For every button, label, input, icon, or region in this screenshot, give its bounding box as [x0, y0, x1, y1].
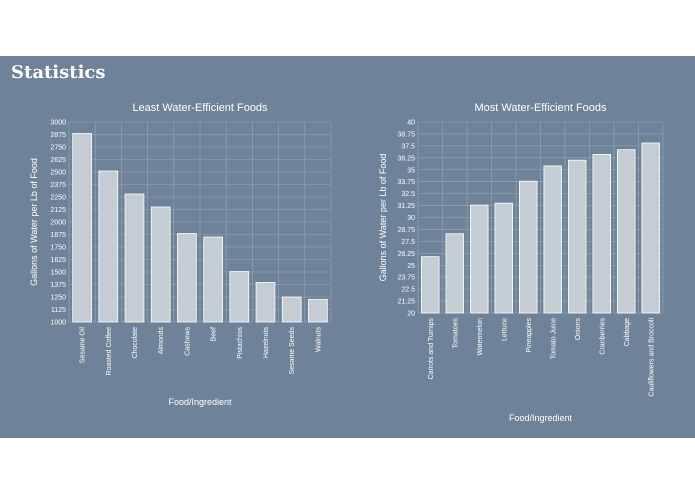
most-chart-xtick-label: Cranberries	[599, 318, 606, 355]
least-chart-xtick-label: Chocolate	[132, 327, 139, 359]
most-chart-bar	[641, 142, 660, 314]
least-chart-ytick-label: 1500	[50, 270, 66, 277]
most-chart-xtick-label: Lettuce	[501, 318, 508, 341]
least-chart-ylabel: Gallons of Water per Lb of Food	[29, 158, 39, 286]
least-chart-ytick-label: 1750	[50, 245, 66, 252]
most-chart-ytick-label: 38.75	[397, 131, 415, 138]
most-chart-bar	[543, 165, 562, 314]
most-chart-ytick-label: 33.75	[397, 179, 415, 186]
most-chart-xlabel: Food/Ingredient	[509, 413, 573, 423]
most-chart-title: Most Water-Efficient Foods	[474, 102, 607, 114]
least-chart-xlabel: Food/Ingredient	[168, 397, 232, 407]
page-title: Statistics	[11, 62, 106, 83]
least-chart-ytick-label: 3000	[50, 120, 66, 127]
least-chart-xtick-label: Sesame Oil	[80, 327, 87, 364]
least-chart-xtick-label: Almonds	[158, 327, 165, 355]
least-chart-ytick-label: 1375	[50, 282, 66, 289]
most-chart-ytick-label: 32.5	[401, 191, 415, 198]
least-chart-bar	[281, 296, 302, 323]
most-chart-ytick-label: 20	[407, 311, 415, 318]
most-chart-ytick-label: 25	[407, 263, 415, 270]
least-chart-ytick-label: 2625	[50, 157, 66, 164]
least-chart-ytick-label: 2750	[50, 145, 66, 152]
least-chart-ytick-label: 1125	[51, 307, 66, 314]
least-chart-xtick-label: Beef	[211, 327, 218, 341]
most-chart-xtick-label: Cauliflowers and Broccoli	[648, 318, 655, 397]
least-chart-xtick-label: Cashews	[184, 327, 191, 356]
most-chart-ytick-label: 30	[407, 215, 415, 222]
most-chart-ytick-label: 36.25	[397, 155, 415, 162]
most-chart-ytick-label: 35	[407, 167, 415, 174]
most-chart-bar	[519, 180, 538, 314]
most-chart-ytick-label: 28.75	[397, 227, 415, 234]
least-chart-xtick-label: Pistachios	[237, 327, 244, 359]
most-chart-bar	[568, 159, 587, 314]
least-chart-ytick-label: 2500	[50, 170, 66, 177]
least-chart-bar	[203, 236, 223, 323]
most-chart-bar	[494, 202, 513, 314]
most-chart-bar	[421, 256, 440, 314]
least-chart-ytick-label: 2000	[50, 220, 66, 227]
most-chart-xtick-label: Watermelon	[477, 318, 484, 356]
least-chart-title: Least Water-Efficient Foods	[132, 102, 268, 114]
most-chart-xtick-label: Onions	[575, 318, 582, 341]
most-chart-bar	[592, 154, 611, 314]
most-chart-bar	[617, 149, 636, 314]
least-chart-xtick-label: Hazelnuts	[263, 327, 270, 359]
least-chart-xtick-label: Walnuts	[315, 327, 322, 353]
most-chart-ytick-label: 22.5	[401, 287, 415, 294]
least-chart-bar	[150, 206, 171, 323]
most-chart-xtick-label: Tomato Juice	[550, 318, 557, 359]
least-chart-ytick-label: 2375	[50, 182, 66, 189]
least-chart-ytick-label: 2125	[50, 207, 66, 214]
most-chart-xtick-label: Tomatoes	[452, 318, 459, 349]
most-chart-bar	[445, 233, 464, 314]
most-chart-xtick-label: Cabbage	[624, 318, 631, 347]
least-chart-bar	[177, 233, 197, 323]
most-chart-ytick-label: 31.25	[397, 203, 415, 210]
most-chart-ytick-label: 40	[407, 120, 415, 127]
most-chart-ytick-label: 21.25	[397, 299, 415, 306]
most-chart-ylabel: Gallons of Water per Lb of Food	[378, 154, 388, 282]
least-chart-ytick-label: 1875	[50, 232, 66, 239]
most-chart-xtick-label: Carrots and Turnips	[428, 318, 435, 380]
least-chart-ytick-label: 2875	[50, 132, 66, 139]
least-chart-bar	[255, 282, 276, 323]
least-chart-ytick-label: 2250	[50, 195, 66, 202]
least-chart-bar	[72, 133, 92, 323]
most-chart-xtick-label: Pineapples	[526, 318, 533, 353]
most-chart-ytick-label: 26.25	[397, 251, 415, 258]
least-chart-bar	[124, 193, 145, 323]
least-chart-bar	[98, 170, 119, 323]
least-chart-ytick-label: 1250	[50, 295, 66, 302]
least-chart-xtick-label: Sesame Seeds	[289, 327, 296, 375]
most-chart-bar	[470, 204, 489, 314]
most-chart-ytick-label: 27.5	[401, 239, 415, 246]
least-chart-bar	[229, 271, 250, 323]
most-chart-ytick-label: 37.5	[401, 143, 415, 150]
least-chart-xtick-label: Roasted Coffee	[106, 327, 113, 376]
least-chart-bar	[308, 299, 328, 323]
least-chart-ytick-label: 1000	[50, 320, 66, 327]
least-chart-ytick-label: 1625	[50, 257, 66, 264]
most-chart-ytick-label: 23.75	[397, 275, 415, 282]
